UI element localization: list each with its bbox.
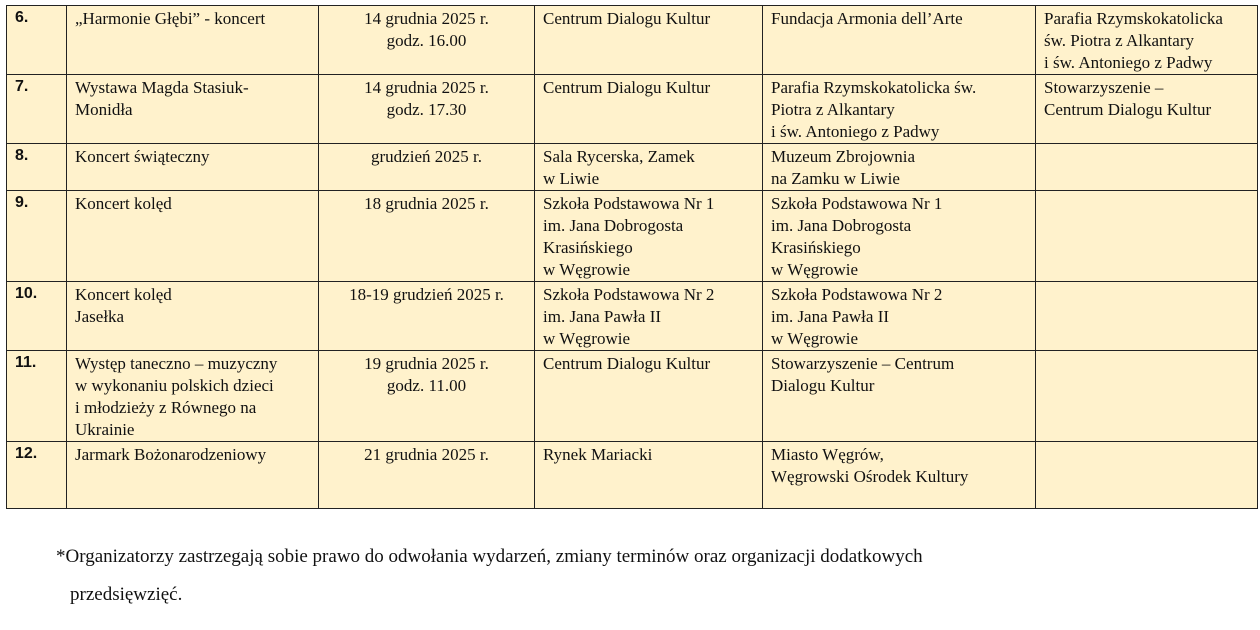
event-date-cell: 21 grudnia 2025 r. <box>318 441 535 509</box>
event-partner-cell: Stowarzyszenie – Centrum Dialogu Kultur <box>1035 74 1258 144</box>
event-partner-cell <box>1035 190 1258 282</box>
footnote-line-2: przedsięwzięć. <box>70 584 183 605</box>
event-date-cell: 18 grudnia 2025 r. <box>318 190 535 282</box>
event-organizer-cell: Miasto Węgrów, Węgrowski Ośrodek Kultury <box>762 441 1036 509</box>
event-date-cell: 19 grudnia 2025 r. godz. 11.00 <box>318 350 535 442</box>
event-place-cell: Szkoła Podstawowa Nr 1 im. Jana Dobrogos… <box>534 190 763 282</box>
event-partner-cell <box>1035 350 1258 442</box>
table-row: 12. Jarmark Bożonarodzeniowy 21 grudnia 20… <box>6 441 1258 509</box>
event-name-cell: Koncert kolęd <box>66 190 319 282</box>
event-partner-cell <box>1035 281 1258 351</box>
event-organizer-cell: Szkoła Podstawowa Nr 1 im. Jana Dobrogos… <box>762 190 1036 282</box>
event-place-cell: Szkoła Podstawowa Nr 2 im. Jana Pawła II… <box>534 281 763 351</box>
event-date-cell: grudzień 2025 r. <box>318 143 535 191</box>
event-date-cell: 14 grudnia 2025 r. godz. 16.00 <box>318 5 535 75</box>
table-row: 7. Wystawa Magda Stasiuk- Monidła 14 grudn… <box>6 74 1258 144</box>
row-number-cell: 8. <box>6 143 67 191</box>
event-name-cell: Koncert świąteczny <box>66 143 319 191</box>
event-place-cell: Rynek Mariacki <box>534 441 763 509</box>
row-number-cell: 9. <box>6 190 67 282</box>
events-table: 6. „Harmonie Głębi” - koncert 14 grudnia 2… <box>6 5 1258 509</box>
event-partner-cell <box>1035 143 1258 191</box>
event-place-cell: Centrum Dialogu Kultur <box>534 74 763 144</box>
row-number-cell: 6. <box>6 5 67 75</box>
event-organizer-cell: Fundacja Armonia dell’Arte <box>762 5 1036 75</box>
table-row: 10. Koncert kolęd Jasełka 18-19 grudzień 2… <box>6 281 1258 351</box>
event-partner-cell: Parafia Rzymskokatolicka św. Piotra z Al… <box>1035 5 1258 75</box>
row-number-cell: 12. <box>6 441 67 509</box>
event-organizer-cell: Szkoła Podstawowa Nr 2 im. Jana Pawła II… <box>762 281 1036 351</box>
table-row: 11. Występ taneczno – muzyczny w wykonani… <box>6 350 1258 442</box>
event-partner-cell <box>1035 441 1258 509</box>
event-organizer-cell: Parafia Rzymskokatolicka św. Piotra z Al… <box>762 74 1036 144</box>
event-place-cell: Centrum Dialogu Kultur <box>534 350 763 442</box>
row-number-cell: 10. <box>6 281 67 351</box>
footnote-line-1: *Organizatorzy zastrzegają sobie prawo d… <box>56 546 923 567</box>
row-number-cell: 11. <box>6 350 67 442</box>
event-name-cell: Występ taneczno – muzyczny w wykonaniu p… <box>66 350 319 442</box>
event-place-cell: Sala Rycerska, Zamek w Liwie <box>534 143 763 191</box>
event-date-cell: 18-19 grudzień 2025 r. <box>318 281 535 351</box>
event-name-cell: „Harmonie Głębi” - koncert <box>66 5 319 75</box>
footnote: *Organizatorzy zastrzegają sobie prawo d… <box>56 538 1206 614</box>
table-row: 9. Koncert kolęd 18 grudnia 2025 r. Szkoła … <box>6 190 1258 282</box>
event-place-cell: Centrum Dialogu Kultur <box>534 5 763 75</box>
event-name-cell: Wystawa Magda Stasiuk- Monidła <box>66 74 319 144</box>
event-date-cell: 14 grudnia 2025 r. godz. 17.30 <box>318 74 535 144</box>
table-row: 6. „Harmonie Głębi” - koncert 14 grudnia 2… <box>6 5 1258 75</box>
event-name-cell: Koncert kolęd Jasełka <box>66 281 319 351</box>
event-organizer-cell: Muzeum Zbrojownia na Zamku w Liwie <box>762 143 1036 191</box>
row-number-cell: 7. <box>6 74 67 144</box>
table-row: 8. Koncert świąteczny grudzień 2025 r. Sala… <box>6 143 1258 191</box>
event-organizer-cell: Stowarzyszenie – Centrum Dialogu Kultur <box>762 350 1036 442</box>
event-name-cell: Jarmark Bożonarodzeniowy <box>66 441 319 509</box>
